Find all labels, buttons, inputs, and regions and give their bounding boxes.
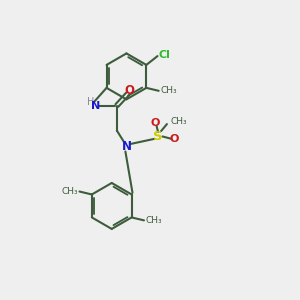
Text: O: O: [151, 118, 160, 128]
Text: CH₃: CH₃: [170, 117, 187, 126]
Text: Cl: Cl: [159, 50, 171, 60]
Text: N: N: [91, 100, 100, 110]
Text: H: H: [87, 97, 94, 107]
Text: S: S: [153, 130, 163, 143]
Text: CH₃: CH₃: [61, 187, 78, 196]
Text: O: O: [169, 134, 179, 144]
Text: CH₃: CH₃: [160, 86, 177, 95]
Text: N: N: [122, 140, 132, 153]
Text: CH₃: CH₃: [146, 216, 162, 225]
Text: O: O: [124, 84, 134, 97]
